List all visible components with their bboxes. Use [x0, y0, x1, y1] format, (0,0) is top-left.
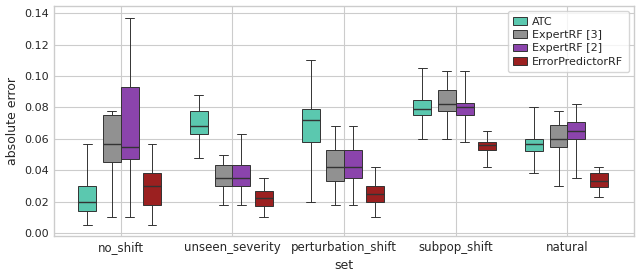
PathPatch shape — [190, 111, 208, 134]
PathPatch shape — [590, 173, 607, 187]
PathPatch shape — [478, 142, 496, 150]
PathPatch shape — [568, 121, 586, 139]
PathPatch shape — [301, 109, 319, 142]
PathPatch shape — [121, 87, 139, 159]
PathPatch shape — [344, 150, 362, 178]
PathPatch shape — [550, 125, 568, 147]
X-axis label: set: set — [335, 259, 354, 272]
PathPatch shape — [78, 186, 96, 211]
Y-axis label: absolute error: absolute error — [6, 77, 19, 165]
PathPatch shape — [255, 190, 273, 206]
PathPatch shape — [456, 103, 474, 115]
PathPatch shape — [525, 139, 543, 151]
PathPatch shape — [438, 90, 456, 111]
PathPatch shape — [103, 115, 121, 162]
PathPatch shape — [214, 165, 232, 186]
PathPatch shape — [143, 173, 161, 205]
Legend: ATC, ExpertRF [3], ExpertRF [2], ErrorPredictorRF: ATC, ExpertRF [3], ExpertRF [2], ErrorPr… — [508, 11, 629, 72]
PathPatch shape — [367, 186, 384, 202]
PathPatch shape — [413, 100, 431, 115]
PathPatch shape — [232, 165, 250, 186]
PathPatch shape — [326, 150, 344, 181]
